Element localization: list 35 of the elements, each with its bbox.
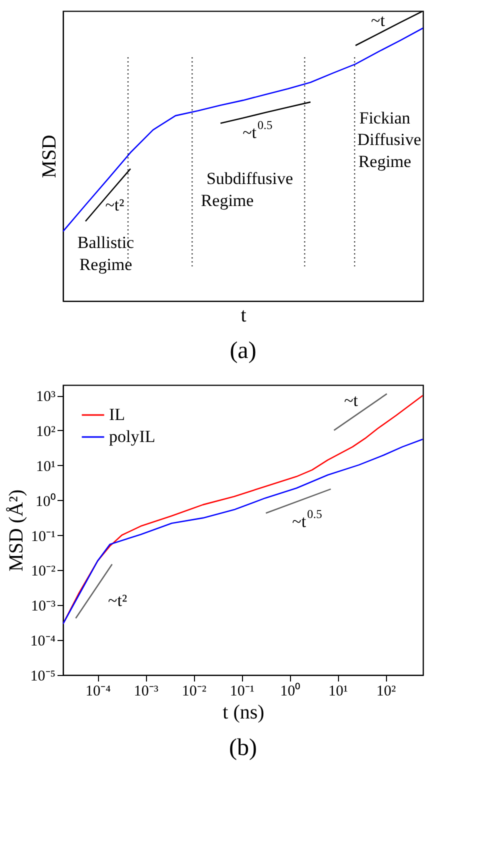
annotation: Ballistic <box>77 233 135 252</box>
y-tick-label: 10⁻⁵ <box>30 668 56 684</box>
y-tick-label: 10¹ <box>36 458 56 475</box>
y-tick-label: 10⁻⁴ <box>30 634 56 650</box>
annotation: Regime <box>358 152 412 171</box>
annotation: ~t² <box>108 591 128 610</box>
y-tick-label: 10⁻¹ <box>31 528 56 545</box>
x-tick-label: 10⁻¹ <box>230 684 254 700</box>
legend-label: polyIL <box>109 427 156 446</box>
legend-label: IL <box>109 405 126 424</box>
y-axis-title: MSD <box>38 134 60 178</box>
y-tick-label: 10² <box>36 424 56 440</box>
x-tick-label: 10² <box>376 684 396 700</box>
y-tick-label: 10³ <box>36 389 56 406</box>
y-tick-label: 10⁰ <box>36 492 56 510</box>
annotation: Diffusive <box>357 130 422 150</box>
y-axis-title: MSD (Å²) <box>5 489 28 572</box>
annotation: ~t <box>344 390 358 410</box>
x-tick-label: 10¹ <box>328 684 348 700</box>
x-tick-label: 10⁻² <box>182 684 207 700</box>
annotation: Subdiffusive <box>206 169 294 188</box>
annotation: ~t² <box>105 195 124 214</box>
annotation: Regime <box>200 190 254 210</box>
x-tick-label: 10⁰ <box>280 682 300 700</box>
x-tick-label: 10⁻³ <box>134 684 159 700</box>
y-tick-label: 10⁻² <box>31 564 56 580</box>
annotation: ~t <box>371 11 386 30</box>
text: (b) <box>229 735 257 761</box>
x-axis-title: t <box>240 304 247 326</box>
x-tick-label: 10⁻⁴ <box>86 684 111 700</box>
y-tick-label: 10⁻³ <box>31 598 56 615</box>
annotation: Fickian <box>359 108 411 128</box>
text: (a) <box>230 338 256 364</box>
annotation: Regime <box>79 254 132 274</box>
x-axis-title: t (ns) <box>222 702 264 724</box>
